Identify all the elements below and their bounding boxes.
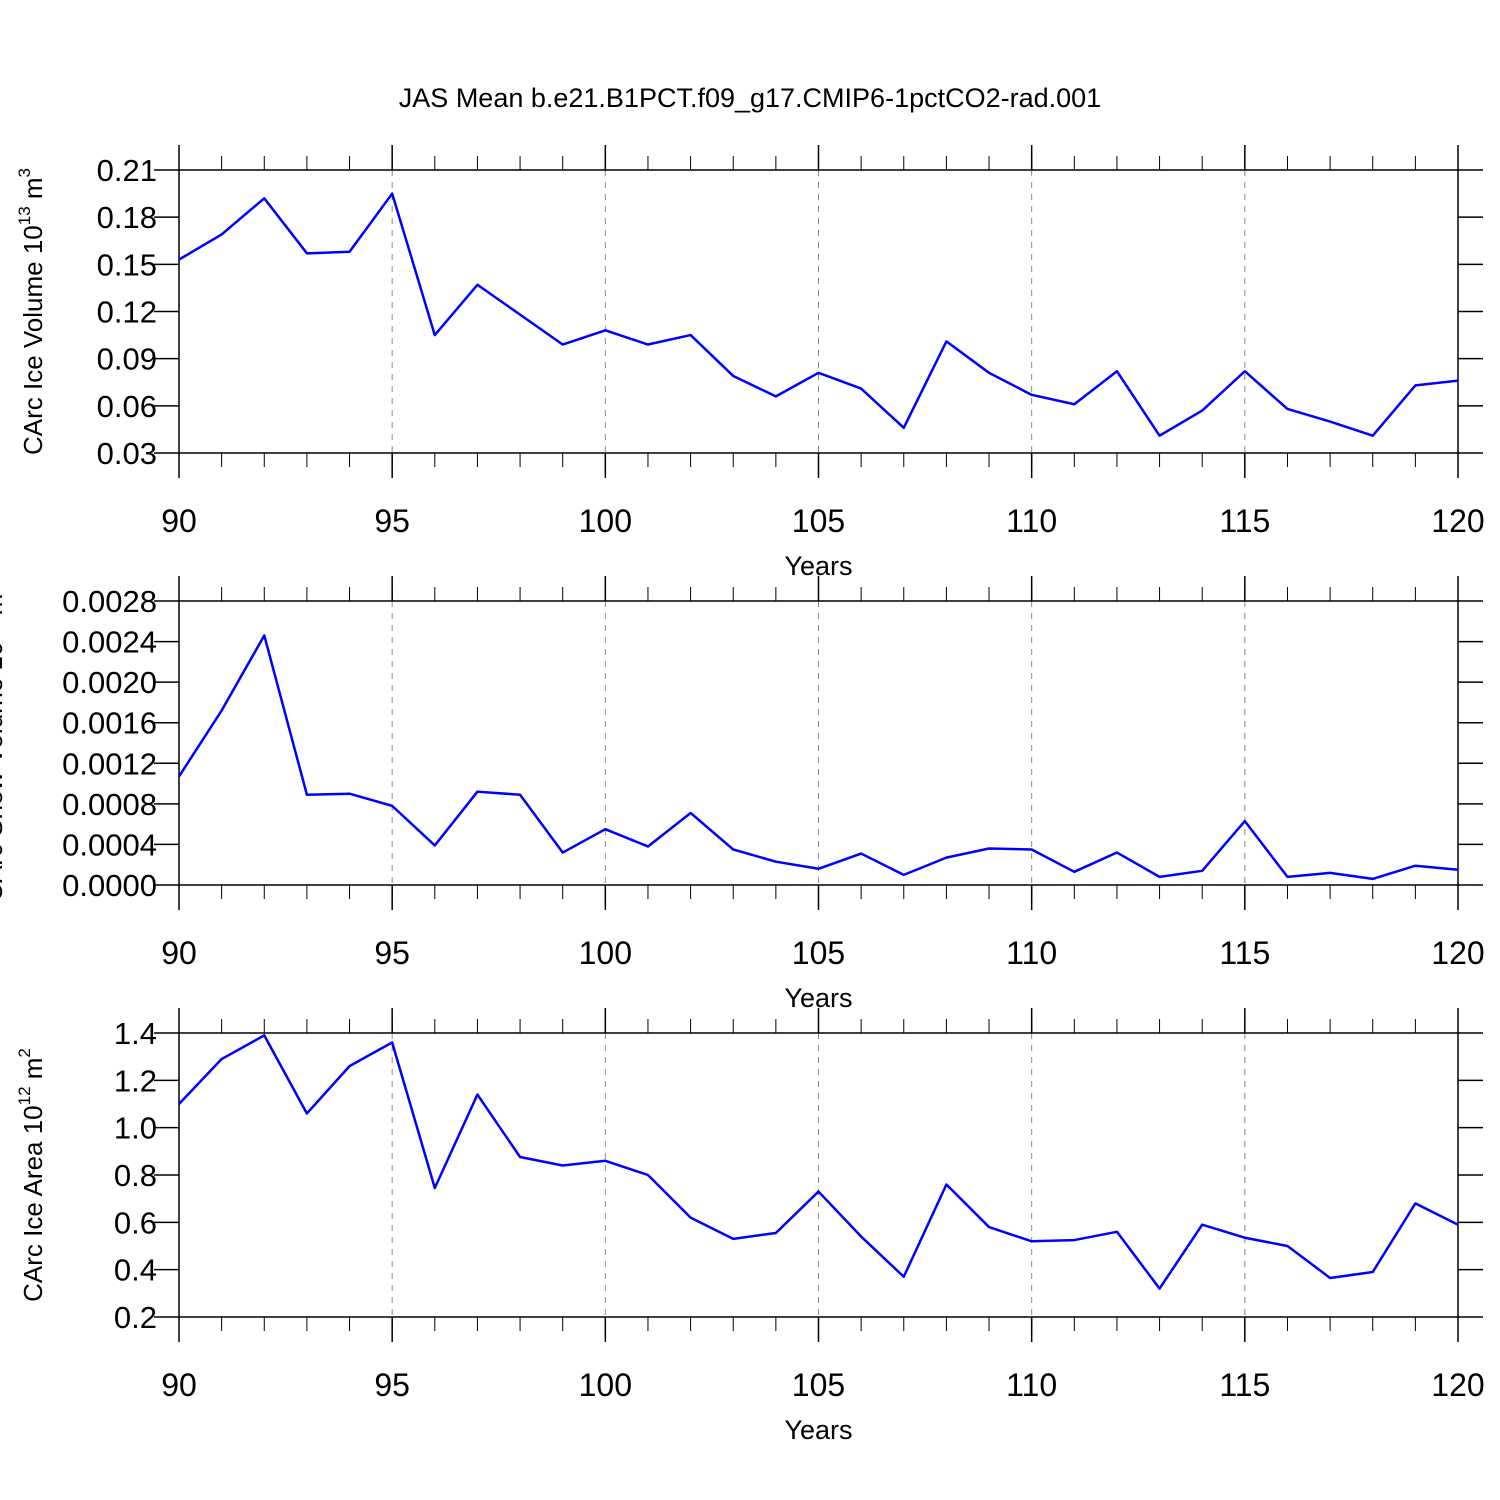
chart-title: JAS Mean b.e21.B1PCT.f09_g17.CMIP6-1pctC… — [399, 83, 1101, 113]
x-axis-label: Years — [784, 1415, 852, 1445]
x-tick-label: 90 — [161, 1367, 197, 1403]
series-line — [178, 1034, 1459, 1290]
y-tick-label: 1.4 — [114, 1016, 157, 1051]
y-axis-label: CArc Snow Volume 1013 m3 — [0, 584, 8, 901]
y-tick-label: 0.18 — [97, 200, 157, 235]
x-tick-label: 90 — [161, 935, 197, 971]
y-tick-label: 0.0012 — [62, 746, 157, 781]
y-tick-label: 0.21 — [97, 153, 157, 188]
y-tick-label: 0.2 — [114, 1300, 157, 1335]
panel: 90 95 100 105 110 115 120 Years 0.2 0.4 0.6 0.8 1.0 1… — [15, 1008, 1485, 1445]
y-tick-label: 1.0 — [114, 1111, 157, 1146]
x-tick-label: 120 — [1431, 1367, 1484, 1403]
x-tick-label: 110 — [1006, 503, 1057, 539]
y-axis-label-unit: m — [18, 177, 48, 206]
panel: JAS Mean b.e21.B1PCT.f09_g17.CMIP6-1pctC… — [15, 83, 1485, 581]
x-tick-label: 105 — [792, 503, 845, 539]
y-axis-label-exponent: 13 — [15, 206, 34, 225]
panel: 90 95 100 105 110 115 120Years0.00000.00040.00… — [0, 576, 1485, 1013]
y-tick-label: 0.15 — [97, 247, 157, 282]
y-axis-label: CArc Ice Area 1012 m2 — [15, 1048, 48, 1302]
y-tick-label: 0.06 — [97, 389, 157, 424]
x-tick-label: 95 — [374, 935, 410, 971]
x-tick-label: 100 — [579, 503, 632, 539]
y-axis-label-unit: m — [18, 1058, 48, 1087]
x-tick-label: 105 — [792, 1367, 845, 1403]
y-axis-label-text: CArc Ice Volume 10 — [18, 225, 48, 455]
x-tick-label: 115 — [1219, 1367, 1270, 1403]
series-line — [177, 634, 1459, 881]
y-axis-label: CArc Ice Volume 1013 m3 — [15, 168, 48, 455]
y-tick-label: 0.6 — [114, 1205, 157, 1240]
x-tick-label: 115 — [1219, 503, 1270, 539]
y-tick-label: 0.4 — [114, 1253, 157, 1288]
series-line — [178, 192, 1459, 437]
x-tick-label: 115 — [1219, 935, 1270, 971]
y-axis-label-unit: m — [0, 594, 8, 623]
y-axis-label-text: CArc Ice Area 10 — [18, 1105, 48, 1302]
y-tick-label: 0.12 — [97, 295, 157, 330]
y-tick-label: 0.0016 — [62, 706, 157, 741]
y-tick-label: 0.0028 — [62, 584, 157, 619]
y-tick-label: 0.0008 — [62, 787, 157, 822]
x-tick-label: 100 — [579, 935, 632, 971]
y-tick-label: 0.0000 — [62, 868, 157, 903]
x-tick-label: 95 — [374, 1367, 410, 1403]
y-axis-label-unit-exponent: 2 — [15, 1048, 34, 1057]
y-axis-label-text: CArc Snow Volume 10 — [0, 642, 8, 902]
x-tick-label: 105 — [792, 935, 845, 971]
x-tick-label: 95 — [374, 503, 410, 539]
y-tick-label: 0.8 — [114, 1158, 157, 1193]
y-tick-label: 1.2 — [114, 1063, 157, 1098]
y-axis-label-exponent: 12 — [15, 1086, 34, 1105]
x-tick-label: 120 — [1431, 935, 1484, 971]
y-tick-label: 0.0020 — [62, 665, 157, 700]
y-tick-label: 0.09 — [97, 342, 157, 377]
y-tick-label: 0.0004 — [62, 827, 157, 862]
x-tick-label: 110 — [1006, 935, 1057, 971]
x-tick-label: 110 — [1006, 1367, 1057, 1403]
x-tick-label: 120 — [1431, 503, 1484, 539]
y-tick-label: 0.0024 — [62, 625, 157, 660]
y-axis-label-unit-exponent: 3 — [15, 168, 34, 177]
x-tick-label: 100 — [579, 1367, 632, 1403]
y-tick-label: 0.03 — [97, 436, 157, 471]
x-tick-label: 90 — [161, 503, 197, 539]
